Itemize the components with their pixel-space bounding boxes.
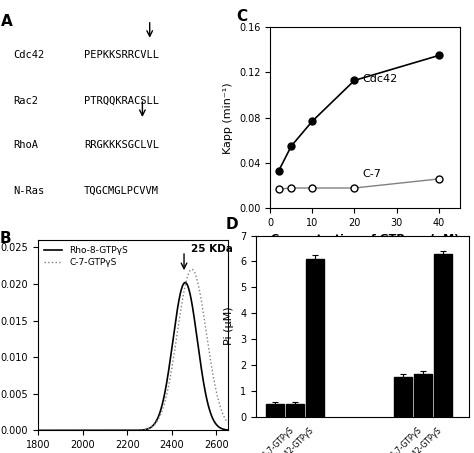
Text: A: A [0,14,12,29]
Bar [434,254,452,417]
Text: Cdc42: Cdc42 [363,73,398,83]
Text: 25 KDa: 25 KDa [191,244,233,254]
Rho-8-GTPγS [201,379,206,385]
C-7-GTPγS [225,420,230,425]
Bar [414,374,432,417]
Rho-8-GTPγS [225,427,230,433]
C-7-GTPγS [108,428,113,433]
Text: PTRQQKRACSLL: PTRQQKRACSLL [84,96,159,106]
C-7-GTPγS [189,267,195,272]
C-7-GTPγS [201,311,206,316]
Bar [306,259,324,417]
Y-axis label: Pi (μM): Pi (μM) [224,307,235,346]
Y-axis label: Kapp (min⁻¹): Kapp (min⁻¹) [223,82,233,154]
C-7-GTPγS [116,428,122,433]
Text: RhoA: RhoA [13,140,38,150]
Text: Cdc42: Cdc42 [13,50,45,60]
Text: N-Ras: N-Ras [13,186,45,196]
Bar [266,404,284,417]
Rho-8-GTPγS [35,428,41,433]
Bar [394,376,412,417]
Text: B: B [0,231,12,246]
Line: Rho-8-GTPγS: Rho-8-GTPγS [38,283,228,430]
C-7-GTPγS [57,428,63,433]
Text: Rac2: Rac2 [13,96,38,106]
Rho-8-GTPγS [57,428,63,433]
Legend: Rho-8-GTPγS, C-7-GTPγS: Rho-8-GTPγS, C-7-GTPγS [43,245,130,269]
Text: C: C [236,9,247,24]
Text: RRGKKKSGCLVL: RRGKKKSGCLVL [84,140,159,150]
Text: PEPKKSRRCVLL: PEPKKSRRCVLL [84,50,159,60]
Text: TQGCMGLPCVVM: TQGCMGLPCVVM [84,186,159,196]
Line: C-7-GTPγS: C-7-GTPγS [38,270,228,430]
Text: C-7: C-7 [363,169,382,178]
Rho-8-GTPγS [221,427,227,432]
C-7-GTPγS [35,428,41,433]
X-axis label: Concentration of GTPase (μM): Concentration of GTPase (μM) [271,234,459,244]
C-7-GTPγS [68,428,73,433]
C-7-GTPγS [221,414,227,419]
Rho-8-GTPγS [182,280,188,285]
Bar [286,404,304,417]
Text: D: D [226,217,239,232]
Rho-8-GTPγS [68,428,73,433]
Rho-8-GTPγS [108,428,113,433]
Rho-8-GTPγS [116,428,122,433]
